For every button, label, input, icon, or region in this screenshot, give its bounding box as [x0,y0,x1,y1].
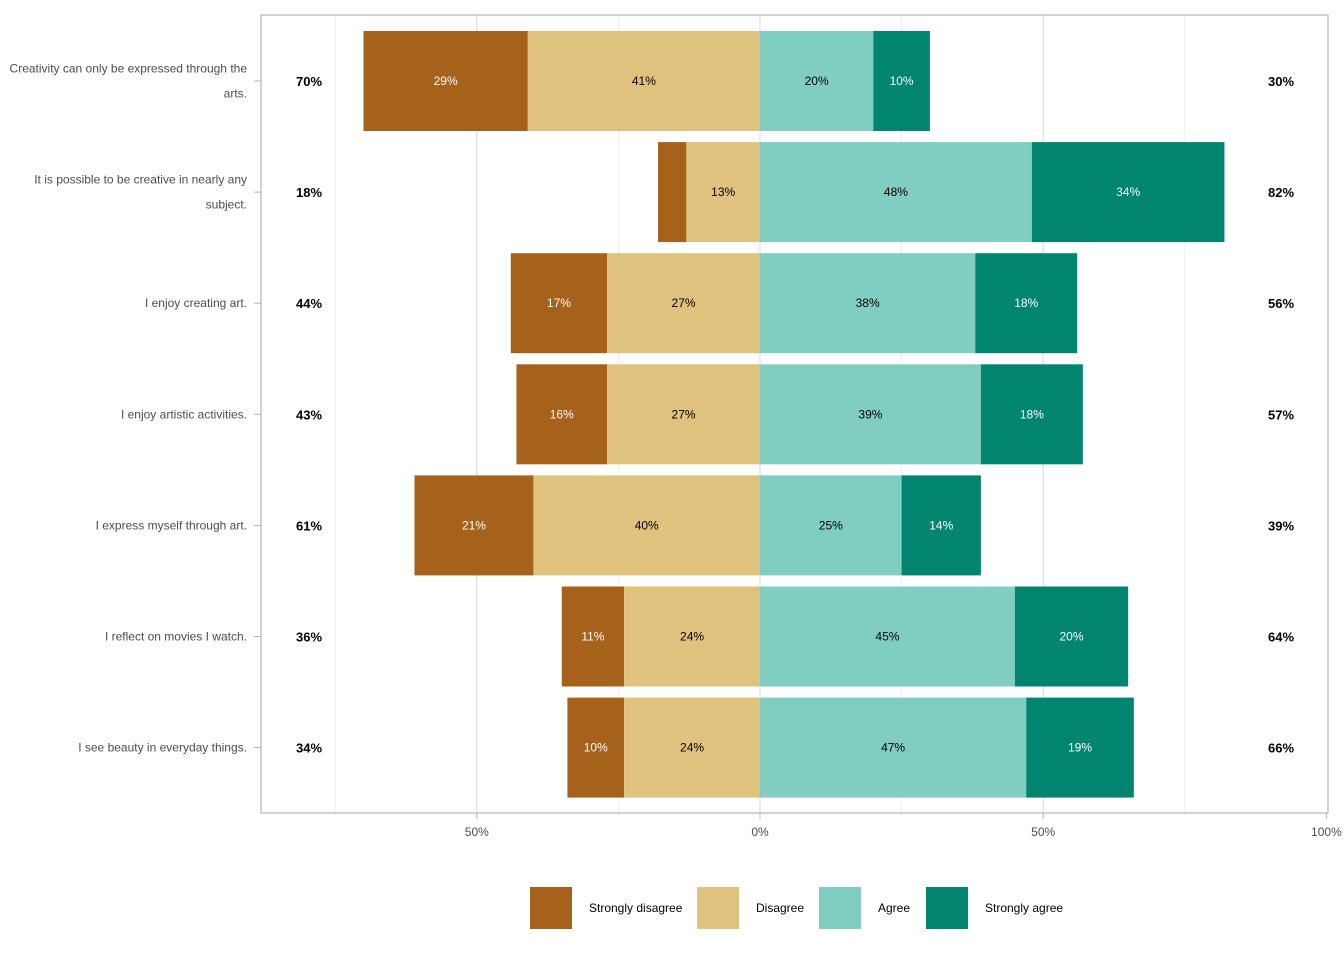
bar-segment-1-1 [363,31,528,131]
legend-label-3: Agree [878,901,910,915]
low-total-3: 44% [296,296,322,311]
legend-key-1 [530,887,572,929]
bar-segment-2-3 [760,142,1032,243]
x-tick-label-2: 0% [751,825,769,839]
bar-segment-5-2 [533,475,760,576]
item-label-3: I enjoy creating art. [145,296,247,310]
item-label-4: I enjoy artistic activities. [121,407,247,421]
item-labels: 29% 41% 20% 10% 70% 30% Creativity can only be… [10,62,1295,756]
bar-segment-2-1 [658,142,687,243]
x-tick-label-3: 50% [1031,825,1055,839]
bar-segment-2-4 [1031,142,1225,243]
low-total-4: 43% [296,407,322,422]
high-total-3: 56% [1268,296,1294,311]
segment-label-7-4: 19% [1068,741,1092,755]
bar-segment-3-4 [975,253,1078,354]
legend-label-2: Disagree [756,901,804,915]
bar-segment-4-4 [980,364,1083,465]
high-total-2: 82% [1268,185,1294,200]
x-tick-label-1: 50% [465,825,489,839]
legend-key-4 [926,887,968,929]
segment-label-1-1: 29% [434,74,458,88]
bar-segment-2-2 [686,142,760,243]
segment-label-6-4: 20% [1060,630,1084,644]
segment-label-2-3: 48% [884,185,908,199]
segment-label-3-1: 17% [547,296,571,310]
x-axis: 50% 0% 50% 100% [254,80,1342,839]
low-total-6: 36% [296,630,322,645]
segment-label-7-1: 10% [584,741,608,755]
bar-segment-6-4 [1014,586,1129,687]
segment-label-5-4: 14% [929,518,953,532]
low-total-1: 70% [296,74,322,89]
segment-label-5-3: 25% [819,518,843,532]
legend-label-1: Strongly disagree [589,901,683,915]
x-tick-label-4: 100% [1311,825,1342,839]
high-total-5: 39% [1268,518,1294,533]
high-total-7: 66% [1268,741,1294,756]
low-total-7: 34% [296,741,322,756]
bar-segment-5-4 [901,475,981,576]
segment-label-7-2: 24% [680,741,704,755]
bar-segment-4-2 [607,364,760,465]
bar-segment-7-4 [1026,697,1134,798]
segment-label-1-2: 41% [632,74,656,88]
low-total-5: 61% [296,518,322,533]
segment-label-6-1: 11% [581,630,604,644]
bar-segment-3-3 [760,253,976,354]
bar-segment-7-3 [760,697,1027,798]
bar-segment-7-1 [567,697,625,798]
low-total-2: 18% [296,185,322,200]
high-total-6: 64% [1268,630,1294,645]
segment-label-1-4: 10% [890,74,914,88]
legend-key-3 [819,887,861,929]
bar-segment-6-1 [561,586,625,687]
segment-label-4-2: 27% [672,407,696,421]
segment-label-4-4: 18% [1020,407,1044,421]
segment-label-6-2: 24% [680,630,704,644]
segment-label-5-2: 40% [635,518,659,532]
bar-segment-4-1 [516,364,608,465]
segment-label-7-3: 47% [881,741,905,755]
item-label-1: Creativity can only be expressed through… [10,62,248,101]
bar-segment-7-2 [624,697,760,798]
bar-segment-3-2 [607,253,760,354]
segment-label-5-1: 21% [462,518,486,532]
bar-segment-3-1 [510,253,608,354]
bars [363,31,1225,798]
bar-segment-5-3 [760,475,902,576]
bar-segment-1-3 [760,31,874,131]
segment-label-3-4: 18% [1014,296,1038,310]
bar-segment-6-2 [624,586,760,687]
item-label-6: I reflect on movies I watch. [105,630,247,644]
bar-segment-6-3 [760,586,1015,687]
high-total-4: 57% [1268,407,1294,422]
item-label-2: It is possible to be creative in nearly … [34,173,247,212]
segment-label-1-3: 20% [805,74,829,88]
item-label-7: I see beauty in everyday things. [78,741,247,755]
segment-label-4-3: 39% [858,407,882,421]
bar-segment-5-1 [414,475,534,576]
segment-label-2-2: 13% [711,185,735,199]
segment-label-3-2: 27% [672,296,696,310]
legend: Strongly disagree Disagree Agree Strongly a… [530,887,1063,929]
bar-segment-1-4 [873,31,930,131]
high-total-1: 30% [1268,74,1294,89]
segment-label-6-3: 45% [875,630,899,644]
segment-label-4-1: 16% [550,407,574,421]
bar-segment-1-2 [527,31,760,131]
legend-key-2 [697,887,739,929]
segment-label-2-4: 34% [1116,185,1140,199]
item-label-5: I express myself through art. [96,518,247,532]
segment-label-3-3: 38% [856,296,880,310]
bar-segment-4-3 [760,364,981,465]
legend-label-4: Strongly agree [985,901,1063,915]
